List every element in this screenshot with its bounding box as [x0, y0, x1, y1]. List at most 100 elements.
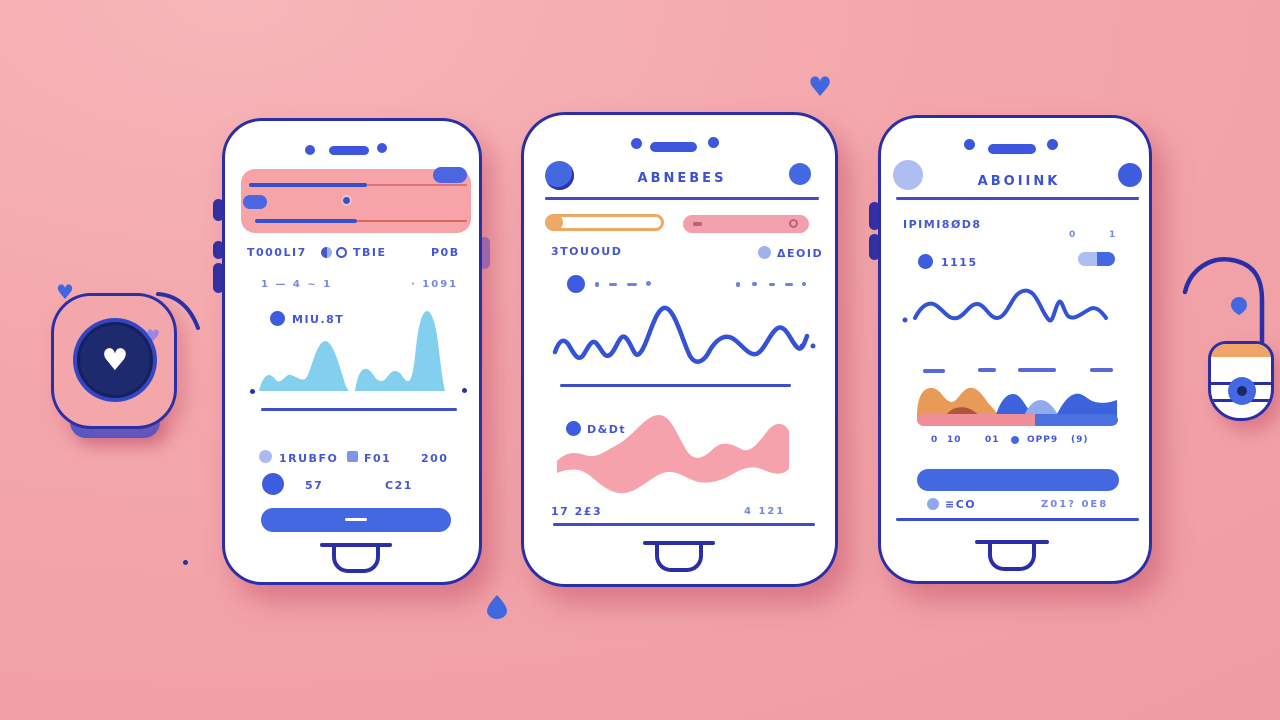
home-indicator[interactable] [975, 540, 1049, 544]
scroll-wheel[interactable] [1228, 377, 1256, 405]
phone1-side-button[interactable] [479, 237, 490, 269]
footer-stat: ≡CO [945, 498, 977, 511]
divider [896, 518, 1139, 521]
sleep-ribbon-chart [557, 415, 789, 494]
tick-mark [609, 283, 617, 286]
mouse-cable [1182, 257, 1265, 351]
avatar[interactable] [893, 160, 923, 190]
home-indicator[interactable] [332, 546, 380, 573]
legend-dot [758, 246, 771, 259]
heart-icon: ♥ [56, 280, 74, 304]
heart-icon: ♥ [146, 326, 161, 345]
orange-slider[interactable] [545, 214, 664, 231]
progress-line [249, 183, 367, 187]
value-dot [262, 473, 284, 495]
stat-label: P0B [431, 246, 460, 259]
card-action-pill[interactable] [433, 167, 467, 183]
camera-dot [305, 145, 315, 155]
watch-screen[interactable]: ♥ [73, 318, 157, 402]
stat-sub: · 1091 [411, 279, 459, 290]
heart-rate-line-chart [552, 305, 816, 364]
stat-token: OPP9 [1027, 435, 1059, 445]
camera-dot [631, 138, 642, 149]
divider [896, 197, 1139, 200]
square-icon [347, 451, 358, 462]
pink-pill[interactable] [683, 215, 809, 233]
tick-label: 0 [1069, 230, 1077, 240]
tick-mark [785, 283, 793, 286]
camera-dot [964, 139, 975, 150]
steps-area-chart [259, 311, 445, 391]
tick-mark [627, 283, 637, 286]
button-dash [345, 518, 367, 521]
metric-value: 1115 [941, 256, 978, 269]
tiny-dot [183, 560, 188, 565]
metric-label: F01 [364, 452, 392, 465]
pill-mark [693, 222, 702, 226]
page-title: ABNEBES [637, 171, 727, 186]
phone1-side-button[interactable] [213, 263, 224, 293]
section-label: IPIMI8ØD8 [903, 218, 982, 231]
circle-icon [336, 247, 347, 258]
avatar[interactable] [545, 161, 574, 190]
metric-label: 1RUBFO [279, 452, 339, 465]
home-indicator[interactable] [655, 544, 703, 572]
speaker-pill [329, 146, 369, 155]
phone1-side-button[interactable] [213, 241, 224, 259]
tick-mark [752, 282, 757, 286]
tick-mark [736, 282, 740, 287]
computer-mouse [1178, 252, 1280, 427]
home-indicator[interactable] [988, 543, 1036, 571]
trend-line-chart [902, 288, 1108, 323]
drop-icon [1231, 297, 1247, 315]
tick-mark [646, 281, 651, 286]
signal-arc-icon [156, 292, 200, 330]
progress-line [255, 219, 357, 223]
chart-label: D&Dt [587, 423, 627, 436]
pill-ring-icon [789, 219, 798, 228]
footer-stat: Z01? 0E8 [1041, 499, 1109, 510]
dash-mark [923, 369, 945, 373]
slider-knob[interactable] [546, 214, 563, 231]
dash-mark [978, 368, 996, 372]
camera-dot [1047, 139, 1058, 150]
header-action-dot[interactable] [1118, 163, 1142, 187]
primary-button[interactable] [261, 508, 451, 532]
phone-3: ABOIINK IPIMI8ØD8 0 1 1115 [878, 115, 1152, 584]
token-dot [1011, 436, 1019, 444]
axis-dot [462, 388, 467, 393]
phone3-side-button[interactable] [869, 234, 880, 260]
section-label: 3TOUOUD [551, 245, 623, 258]
home-indicator[interactable] [320, 543, 392, 547]
legend-dot [927, 498, 939, 510]
phone1-side-button[interactable] [213, 199, 224, 221]
divider [560, 384, 791, 387]
mouse-body[interactable] [1208, 341, 1274, 421]
dash-mark [1018, 368, 1056, 372]
primary-button[interactable] [917, 469, 1119, 491]
page-title: ABOIINK [977, 174, 1061, 189]
tick-mark [769, 283, 775, 286]
phone3-side-button[interactable] [869, 202, 880, 230]
stat-token: 01 [985, 435, 1000, 445]
banner-card[interactable] [241, 167, 471, 233]
heart-icon: ♥ [808, 72, 833, 103]
legend-dot [567, 275, 585, 293]
section-label: ΔEOID [777, 247, 824, 260]
activity-stacked-chart [917, 387, 1118, 426]
half-circle-icon [321, 247, 332, 258]
stat-label: T000LI7 [247, 246, 307, 259]
stat-token: (9) [1071, 435, 1089, 445]
dash-mark [1090, 368, 1113, 372]
legend-dot [259, 450, 272, 463]
mouse-top-stripe [1211, 344, 1271, 357]
home-indicator[interactable] [643, 541, 715, 545]
slider-dot[interactable] [341, 195, 352, 206]
stat-label: TBIE [353, 246, 387, 259]
value-label: 57 [305, 479, 324, 492]
toggle-switch[interactable] [1078, 252, 1115, 266]
legend-dot [566, 421, 581, 436]
divider [545, 197, 819, 200]
header-action-dot[interactable] [789, 163, 811, 185]
